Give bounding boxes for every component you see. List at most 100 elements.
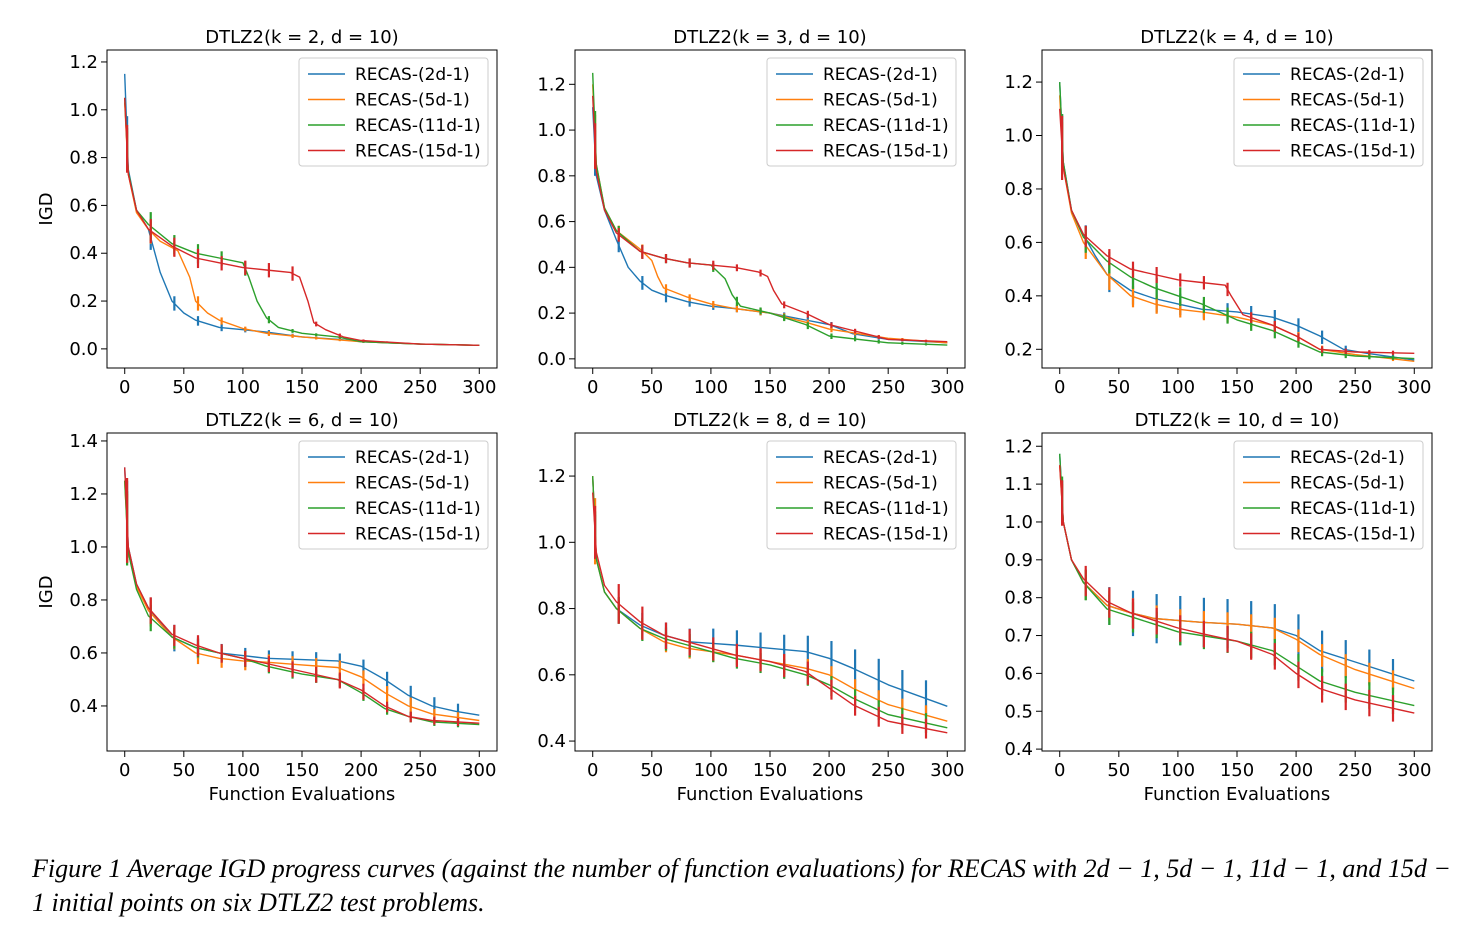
legend-item: RECAS-(2d-1) — [308, 65, 470, 85]
x-tick-label: 50 — [172, 377, 195, 398]
x-tick-label: 50 — [640, 760, 663, 781]
series-RECAS-(15d-1) — [124, 97, 480, 346]
series-line — [592, 476, 948, 729]
series-line — [1059, 108, 1415, 354]
legend-box — [1233, 57, 1424, 167]
legend-label: RECAS-(2d-1) — [1290, 448, 1405, 468]
chart-panel-6: DTLZ2(k = 10, d = 10) 0 50 100 150 200 250 300 0… — [1004, 410, 1433, 805]
x-tick-label: 50 — [640, 377, 663, 398]
x-tick-label: 250 — [1338, 377, 1372, 398]
legend: RECAS-(2d-1) RECAS-(5d-1) RECAS-(11d-1) REC… — [1233, 440, 1424, 550]
x-tick-label: 150 — [753, 760, 787, 781]
y-tick-label: 1.0 — [537, 120, 566, 141]
legend: RECAS-(2d-1) RECAS-(5d-1) RECAS-(11d-1) REC… — [766, 440, 957, 550]
x-tick-label: 50 — [1107, 760, 1130, 781]
x-tick-label: 150 — [1220, 377, 1254, 398]
y-tick-label: 1.2 — [537, 74, 566, 95]
y-axis-label: IGD — [36, 192, 57, 225]
y-tick-label: 0.6 — [1004, 663, 1033, 684]
y-tick-label: 1.2 — [1004, 436, 1033, 457]
x-tick-label: 300 — [930, 760, 964, 781]
y-tick-label: 0.8 — [537, 599, 566, 620]
y-tick-label: 1.0 — [69, 100, 98, 121]
figure-canvas: DTLZ2(k = 2, d = 10) 0 50 100 150 200 250 300 0.… — [36, 27, 1433, 805]
x-tick-label: 50 — [1107, 377, 1130, 398]
y-tick-label: 0.4 — [69, 696, 98, 717]
x-tick-label: 200 — [344, 760, 378, 781]
plot-frame — [574, 49, 966, 369]
y-tick-label: 1.0 — [69, 537, 98, 558]
y-tick-label: 0.8 — [69, 590, 98, 611]
y-tick-label: 1.0 — [537, 532, 566, 553]
x-tick-label: 300 — [1397, 377, 1431, 398]
x-tick-label: 150 — [285, 377, 319, 398]
y-tick-label: 0.8 — [69, 148, 98, 169]
legend-label: RECAS-(5d-1) — [355, 91, 470, 111]
legend-label: RECAS-(11d-1) — [1290, 499, 1416, 519]
chart-panel-4: DTLZ2(k = 6, d = 10) 0 50 100 150 200 250 300 0.… — [36, 410, 498, 805]
y-tick-label: 1.0 — [1004, 512, 1033, 533]
chart-title: DTLZ2(k = 8, d = 10) — [673, 410, 866, 431]
y-tick-label: 1.1 — [1004, 474, 1033, 495]
legend-item: RECAS-(5d-1) — [308, 91, 470, 111]
y-tick-label: 0.4 — [69, 243, 98, 264]
x-tick-label: 150 — [1220, 760, 1254, 781]
x-tick-label: 0 — [1054, 760, 1065, 781]
y-tick-label: 0.8 — [1004, 179, 1033, 200]
series-line — [124, 97, 480, 346]
y-tick-label: 0.4 — [537, 257, 566, 278]
legend-item: RECAS-(15d-1) — [1243, 525, 1416, 545]
y-tick-label: 0.4 — [537, 731, 566, 752]
legend-item: RECAS-(5d-1) — [1243, 474, 1405, 494]
legend-item: RECAS-(11d-1) — [776, 116, 949, 136]
series-RECAS-(15d-1) — [592, 492, 948, 739]
plot-frame — [1041, 49, 1433, 369]
legend: RECAS-(2d-1) RECAS-(5d-1) RECAS-(11d-1) REC… — [766, 57, 957, 167]
legend-item: RECAS-(5d-1) — [308, 474, 470, 494]
legend-item: RECAS-(15d-1) — [308, 142, 481, 162]
legend-label: RECAS-(2d-1) — [1290, 65, 1405, 85]
chart-panel-3: DTLZ2(k = 4, d = 10) 0 50 100 150 200 250 300 0.… — [1004, 27, 1433, 398]
y-tick-label: 0.6 — [537, 212, 566, 233]
x-axis-label: Function Evaluations — [677, 784, 864, 805]
legend-item: RECAS-(11d-1) — [308, 116, 481, 136]
y-tick-label: 0.2 — [69, 291, 98, 312]
x-tick-label: 150 — [285, 760, 319, 781]
y-tick-label: 0.4 — [1004, 286, 1033, 307]
legend-label: RECAS-(15d-1) — [355, 525, 481, 545]
series-line — [124, 97, 480, 346]
y-tick-label: 0.2 — [1004, 339, 1033, 360]
legend-label: RECAS-(2d-1) — [823, 448, 938, 468]
legend-label: RECAS-(5d-1) — [1290, 474, 1405, 494]
x-tick-label: 100 — [1161, 760, 1195, 781]
legend-item: RECAS-(5d-1) — [776, 91, 938, 111]
chart-title: DTLZ2(k = 4, d = 10) — [1140, 27, 1333, 48]
legend-item: RECAS-(11d-1) — [1243, 116, 1416, 136]
chart-title: DTLZ2(k = 6, d = 10) — [205, 410, 398, 431]
x-tick-label: 200 — [1279, 760, 1313, 781]
x-tick-label: 250 — [403, 377, 437, 398]
chart-title: DTLZ2(k = 2, d = 10) — [205, 27, 398, 48]
x-tick-label: 250 — [403, 760, 437, 781]
x-tick-label: 300 — [462, 760, 496, 781]
y-tick-label: 0.0 — [537, 349, 566, 370]
legend-label: RECAS-(11d-1) — [823, 499, 949, 519]
y-tick-label: 1.2 — [69, 52, 98, 73]
y-tick-label: 0.6 — [1004, 232, 1033, 253]
x-tick-label: 100 — [694, 377, 728, 398]
legend-item: RECAS-(11d-1) — [308, 499, 481, 519]
legend-label: RECAS-(5d-1) — [823, 91, 938, 111]
legend-label: RECAS-(2d-1) — [823, 65, 938, 85]
legend-item: RECAS-(2d-1) — [776, 65, 938, 85]
y-tick-label: 1.0 — [1004, 126, 1033, 147]
legend-item: RECAS-(15d-1) — [776, 142, 949, 162]
legend-box — [298, 57, 489, 167]
chart-title: DTLZ2(k = 10, d = 10) — [1135, 410, 1340, 431]
plot-frame — [106, 49, 498, 369]
plot-frame — [1041, 432, 1433, 752]
legend-item: RECAS-(2d-1) — [776, 448, 938, 468]
legend-item: RECAS-(15d-1) — [308, 525, 481, 545]
series-line — [124, 467, 480, 724]
y-tick-label: 0.2 — [537, 303, 566, 324]
x-tick-label: 300 — [1397, 760, 1431, 781]
